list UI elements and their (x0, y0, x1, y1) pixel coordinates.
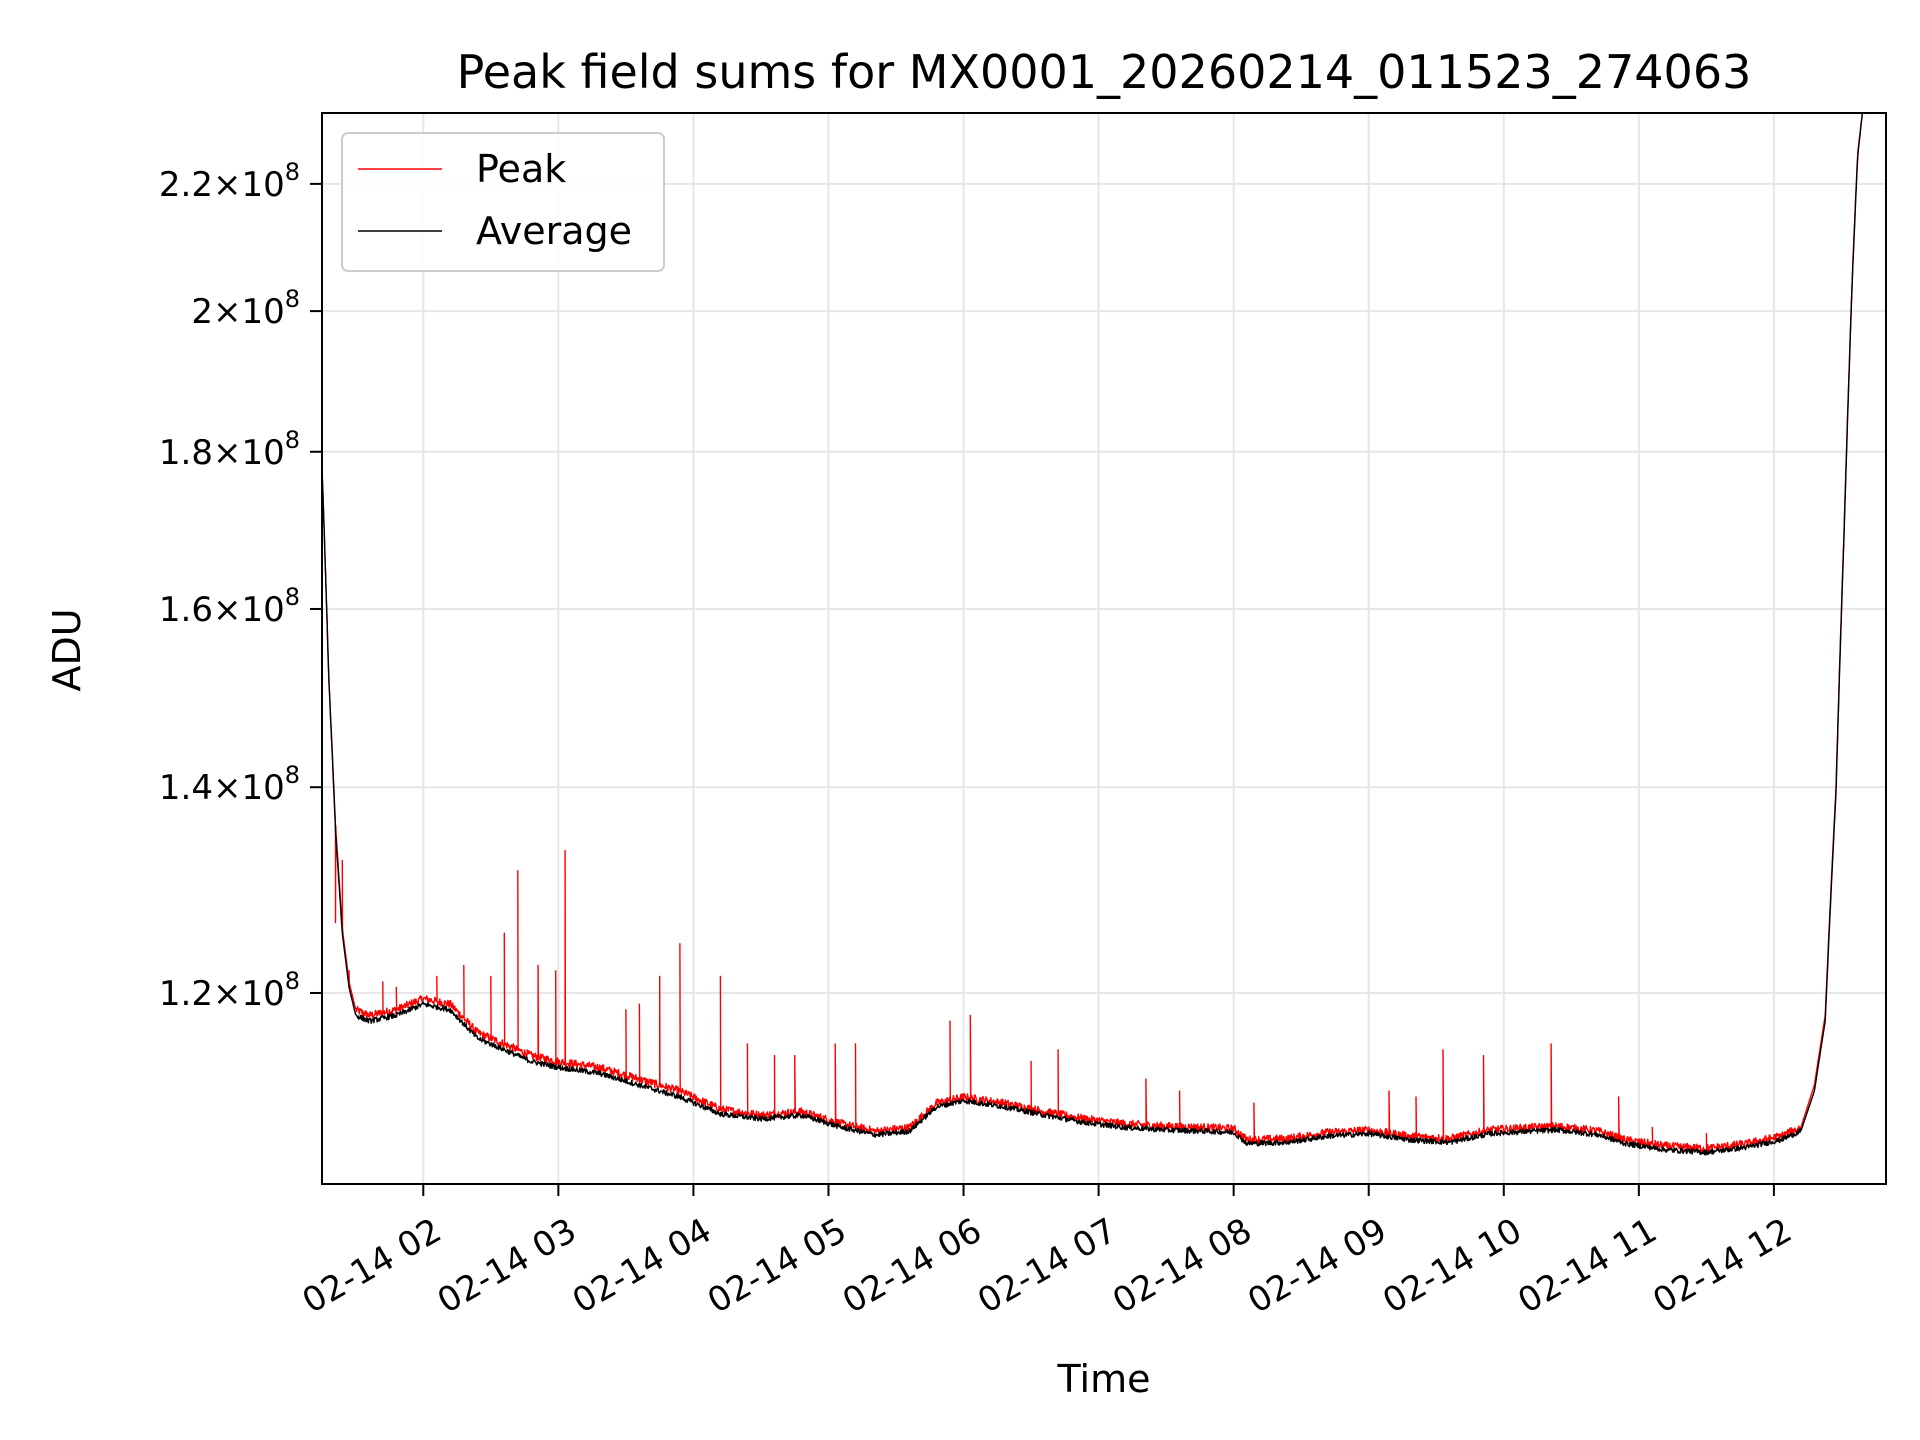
y-tick-mantissa: 1.4 (159, 768, 213, 808)
y-axis-label: ADU (45, 608, 89, 691)
y-axis: 1.2×108 1.4×108 1.6×108 1.8×108 2×108 2.2×108 (159, 158, 322, 1014)
y-tick-mantissa: 1.2 (159, 974, 213, 1014)
y-tick-exponent: 8 (285, 761, 300, 789)
y-tick-label: 1.8×108 (159, 426, 300, 473)
y-tick-exponent: 8 (285, 583, 300, 611)
legend-box (341, 132, 665, 272)
y-tick-label: 1.6×108 (159, 583, 300, 630)
x-axis-label: Time (1057, 1357, 1151, 1401)
y-tick-exponent: 8 (285, 426, 300, 454)
y-tick-mantissa: 2.2 (159, 165, 213, 205)
y-tick-exponent: 8 (285, 967, 300, 995)
series-layer (322, 113, 1864, 1156)
legend-label-average: Average (476, 209, 632, 253)
y-tick-exponent: 8 (285, 158, 300, 186)
y-tick-label: 1.4×108 (159, 761, 300, 808)
y-tick-label: 2×108 (191, 285, 300, 332)
plot-frame (321, 112, 1887, 1185)
y-tick-label: 1.2×108 (159, 967, 300, 1014)
y-tick-label: 2.2×108 (159, 158, 300, 205)
grid (322, 113, 1886, 1184)
y-tick-mantissa: 1.6 (159, 590, 213, 630)
legend: Peak Average (341, 132, 665, 272)
series-line-average (322, 113, 1864, 1156)
y-tick-mantissa: 1.8 (159, 433, 213, 473)
chart-title: Peak field sums for MX0001_20260214_0115… (457, 45, 1752, 99)
legend-label-peak: Peak (476, 147, 566, 191)
y-tick-exponent: 8 (285, 285, 300, 313)
plot-area (322, 113, 1886, 1184)
y-tick-mantissa: 2 (191, 292, 213, 332)
